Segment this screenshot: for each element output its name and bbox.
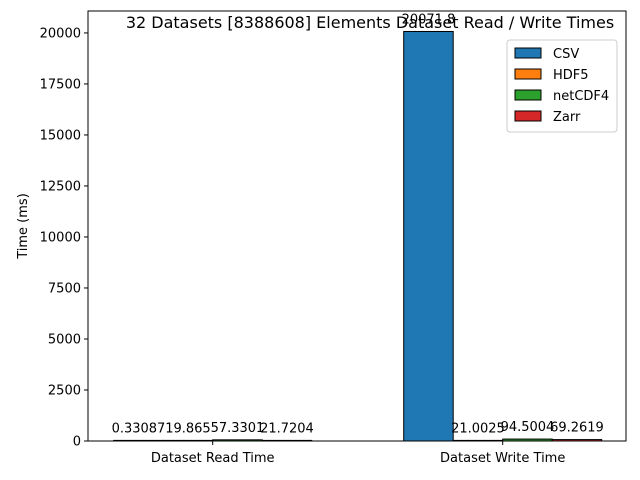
data-label: 69.2619 [550, 421, 604, 436]
x-tick-label: Dataset Read Time [151, 451, 275, 466]
legend-entry: Zarr [553, 110, 581, 125]
data-label: 19.865 [165, 421, 211, 436]
chart-title: 32 Datasets [8388608] Elements Dataset R… [126, 13, 614, 32]
y-tick-label: 17500 [40, 77, 81, 92]
bar [403, 30, 454, 442]
y-tick-label: 15000 [40, 128, 81, 143]
y-tick-label: 0 [73, 435, 81, 450]
y-tick-label: 12500 [40, 179, 81, 194]
y-tick-label: 7500 [48, 281, 81, 296]
x-tick-label: Dataset Write Time [440, 451, 565, 466]
y-tick-label: 5000 [48, 332, 81, 347]
legend-entry: netCDF4 [553, 89, 609, 104]
legend-swatch [514, 47, 542, 59]
y-tick-label: 20000 [40, 26, 81, 41]
legend-entry: HDF5 [553, 68, 589, 83]
y-axis: 0 2500 5000 7500 10000 12500 15000 17500 20000 [40, 26, 88, 450]
data-label: 21.0025 [451, 421, 505, 436]
legend: CSV HDF5 netCDF4 Zarr [506, 39, 618, 133]
y-tick-label: 2500 [48, 383, 81, 398]
x-axis: Dataset Read Time Dataset Write Time [151, 441, 565, 466]
y-axis-label: Time (ms) [16, 193, 31, 260]
legend-swatch [514, 68, 542, 80]
legend-box [506, 39, 618, 133]
legend-swatch [514, 110, 542, 122]
legend-entry: CSV [553, 47, 579, 62]
plot-frame [87, 10, 627, 442]
data-label: 20071.8 [402, 12, 456, 27]
legend-swatch [514, 89, 542, 101]
data-label: 57.3301 [211, 421, 265, 436]
data-label: 21.7204 [260, 421, 314, 436]
y-tick-label: 10000 [40, 230, 81, 245]
data-label: 94.5004 [501, 420, 555, 435]
data-label: 0.33087 [112, 421, 166, 436]
